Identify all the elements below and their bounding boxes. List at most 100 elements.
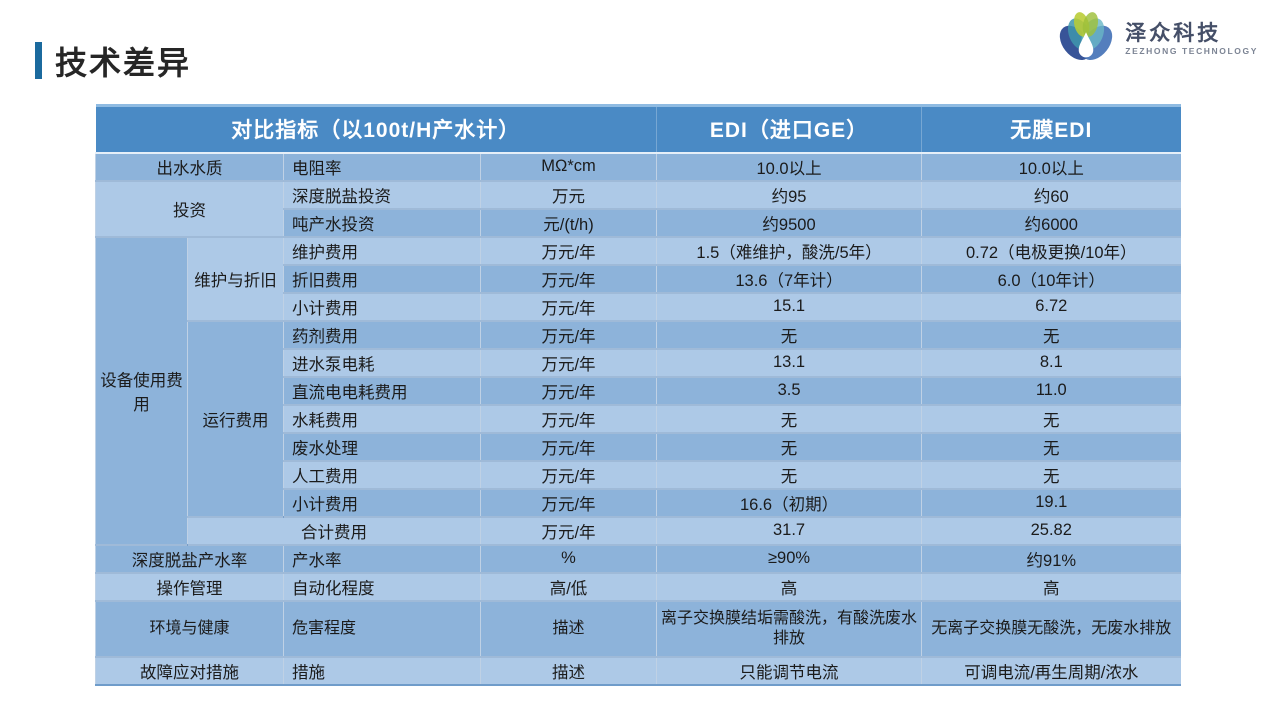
unit-cell: 万元/年 <box>479 291 657 321</box>
cat-cell: 运行费用 <box>187 319 284 517</box>
cat-cell: 投资 <box>95 179 284 237</box>
value-cell: 19.1 <box>921 487 1181 517</box>
table-row: 环境与健康 危害程度 描述 离子交换膜结垢需酸洗，有酸洗废水排放 无离子交换膜无酸洗，无… <box>95 599 1181 657</box>
item-cell: 折旧费用 <box>283 263 481 293</box>
value-cell: 高 <box>656 571 922 601</box>
logo-company-subtitle: ZEZHONG TECHNOLOGY <box>1125 46 1258 57</box>
value-cell: 10.0以上 <box>921 151 1181 181</box>
table-row: 投资 深度脱盐投资 万元 约95 约60 <box>95 179 1181 237</box>
value-cell: 约60 <box>921 179 1181 209</box>
cat-cell: 设备使用费用 <box>95 235 188 545</box>
unit-cell: 万元/年 <box>479 403 657 433</box>
unit-cell: 高/低 <box>479 571 657 601</box>
value-cell: ≥90% <box>656 543 922 573</box>
table-header-cell: 对比指标（以100t/H产水计） <box>95 105 657 153</box>
value-cell: 6.0（10年计） <box>921 263 1181 293</box>
item-cell: 产水率 <box>283 543 481 573</box>
value-cell: 约91% <box>921 543 1181 573</box>
table-row: 运行费用 药剂费用 万元/年无无 <box>96 319 1181 517</box>
item-cell: 维护费用 <box>283 235 481 265</box>
item-cell: 水耗费用 <box>283 403 481 433</box>
item-cell: 措施 <box>283 655 481 685</box>
value-cell: 离子交换膜结垢需酸洗，有酸洗废水排放 <box>656 599 922 657</box>
value-cell: 无 <box>921 403 1181 433</box>
table-row: 折旧费用 万元/年 13.6（7年计） 6.0（10年计） <box>96 263 1181 293</box>
cat-cell: 故障应对措施 <box>95 655 284 685</box>
value-cell: 可调电流/再生周期/浓水 <box>921 655 1181 685</box>
value-cell: 0.72（电极更换/10年） <box>921 235 1181 265</box>
item-cell: 深度脱盐投资 <box>283 179 481 209</box>
value-cell: 无 <box>656 459 922 489</box>
table-header-row: 对比指标（以100t/H产水计） EDI（进口GE） 无膜EDI <box>95 105 1181 153</box>
comparison-table: 对比指标（以100t/H产水计） EDI（进口GE） 无膜EDI 出水水质 电阻率 MΩ… <box>95 104 1181 686</box>
cat-cell: 维护与折旧 <box>187 235 284 321</box>
unit-cell: 万元/年 <box>479 235 657 265</box>
unit-cell: % <box>479 543 657 573</box>
value-cell: 1.5（难维护，酸洗/5年） <box>656 235 922 265</box>
table-row: 人工费用 万元/年无无 <box>96 459 1181 489</box>
table-header-cell: 无膜EDI <box>921 105 1181 153</box>
unit-cell: 万元 <box>479 179 657 209</box>
unit-cell: 万元/年 <box>479 459 657 489</box>
value-cell: 13.6（7年计） <box>656 263 922 293</box>
table-row: 水耗费用 万元/年无无 <box>96 403 1181 433</box>
value-cell: 无 <box>921 459 1181 489</box>
table-row: 小计费用 万元/年 15.1 6.72 <box>96 291 1181 321</box>
item-cell: 进水泵电耗 <box>283 347 481 377</box>
table-row: 吨产水投资 元/(t/h) 约9500 约6000 <box>96 207 1181 237</box>
value-cell: 约95 <box>656 179 922 209</box>
unit-cell: 描述 <box>479 599 657 657</box>
table-row: 进水泵电耗 万元/年 13.1 8.1 <box>96 347 1181 377</box>
value-cell: 8.1 <box>921 347 1181 377</box>
item-cell: 小计费用 <box>283 291 481 321</box>
unit-cell: 万元/年 <box>479 347 657 377</box>
logo-text: 泽众科技 ZEZHONG TECHNOLOGY <box>1125 22 1258 56</box>
page-title: 技术差异 <box>55 45 192 81</box>
value-cell: 只能调节电流 <box>656 655 922 685</box>
unit-cell: 万元/年 <box>479 319 657 349</box>
table-row: 废水处理 万元/年无无 <box>96 431 1181 461</box>
value-cell: 高 <box>921 571 1181 601</box>
unit-cell: 万元/年 <box>479 263 657 293</box>
cat-cell: 操作管理 <box>95 571 284 601</box>
unit-cell: 描述 <box>479 655 657 685</box>
value-cell: 3.5 <box>656 375 922 405</box>
item-cell: 电阻率 <box>283 151 481 181</box>
item-cell: 废水处理 <box>283 431 481 461</box>
value-cell: 25.82 <box>921 515 1181 545</box>
item-cell: 人工费用 <box>283 459 481 489</box>
unit-cell: MΩ*cm <box>479 151 657 181</box>
unit-cell: 万元/年 <box>479 487 657 517</box>
value-cell: 无 <box>656 431 922 461</box>
value-cell: 15.1 <box>656 291 922 321</box>
table-row: 操作管理 自动化程度 高/低高高 <box>95 571 1181 601</box>
value-cell: 16.6（初期） <box>656 487 922 517</box>
unit-cell: 元/(t/h) <box>479 207 657 237</box>
table-row: 小计费用 万元/年 16.6（初期） 19.1 <box>96 487 1181 517</box>
value-cell: 无 <box>921 319 1181 349</box>
unit-cell: 万元/年 <box>479 515 657 545</box>
cat-cell: 深度脱盐产水率 <box>95 543 284 573</box>
value-cell: 无 <box>656 319 922 349</box>
lotus-water-drop-icon <box>1060 12 1113 60</box>
table-row: 深度脱盐产水率 产水率% ≥90% 约91% <box>95 543 1181 573</box>
cat-cell: 环境与健康 <box>95 599 284 657</box>
item-cell: 自动化程度 <box>283 571 481 601</box>
unit-cell: 万元/年 <box>479 375 657 405</box>
item-cell: 危害程度 <box>283 599 481 657</box>
item-cell: 直流电电耗费用 <box>283 375 481 405</box>
company-logo: 泽众科技 ZEZHONG TECHNOLOGY <box>1055 8 1258 70</box>
cat-cell: 合计费用 <box>187 515 481 545</box>
value-cell: 无 <box>921 431 1181 461</box>
table-row: 出水水质 电阻率 MΩ*cm 10.0以上 10.0以上 <box>95 151 1181 181</box>
item-cell: 小计费用 <box>283 487 481 517</box>
value-cell: 无离子交换膜无酸洗，无废水排放 <box>921 599 1181 657</box>
table-row: 直流电电耗费用 万元/年 3.5 11.0 <box>96 375 1181 405</box>
value-cell: 31.7 <box>656 515 922 545</box>
item-cell: 吨产水投资 <box>283 207 481 237</box>
title-accent-bar <box>35 42 42 79</box>
table-row: 故障应对措施 措施 描述 只能调节电流 可调电流/再生周期/浓水 <box>95 655 1181 685</box>
value-cell: 无 <box>656 403 922 433</box>
item-cell: 药剂费用 <box>283 319 481 349</box>
